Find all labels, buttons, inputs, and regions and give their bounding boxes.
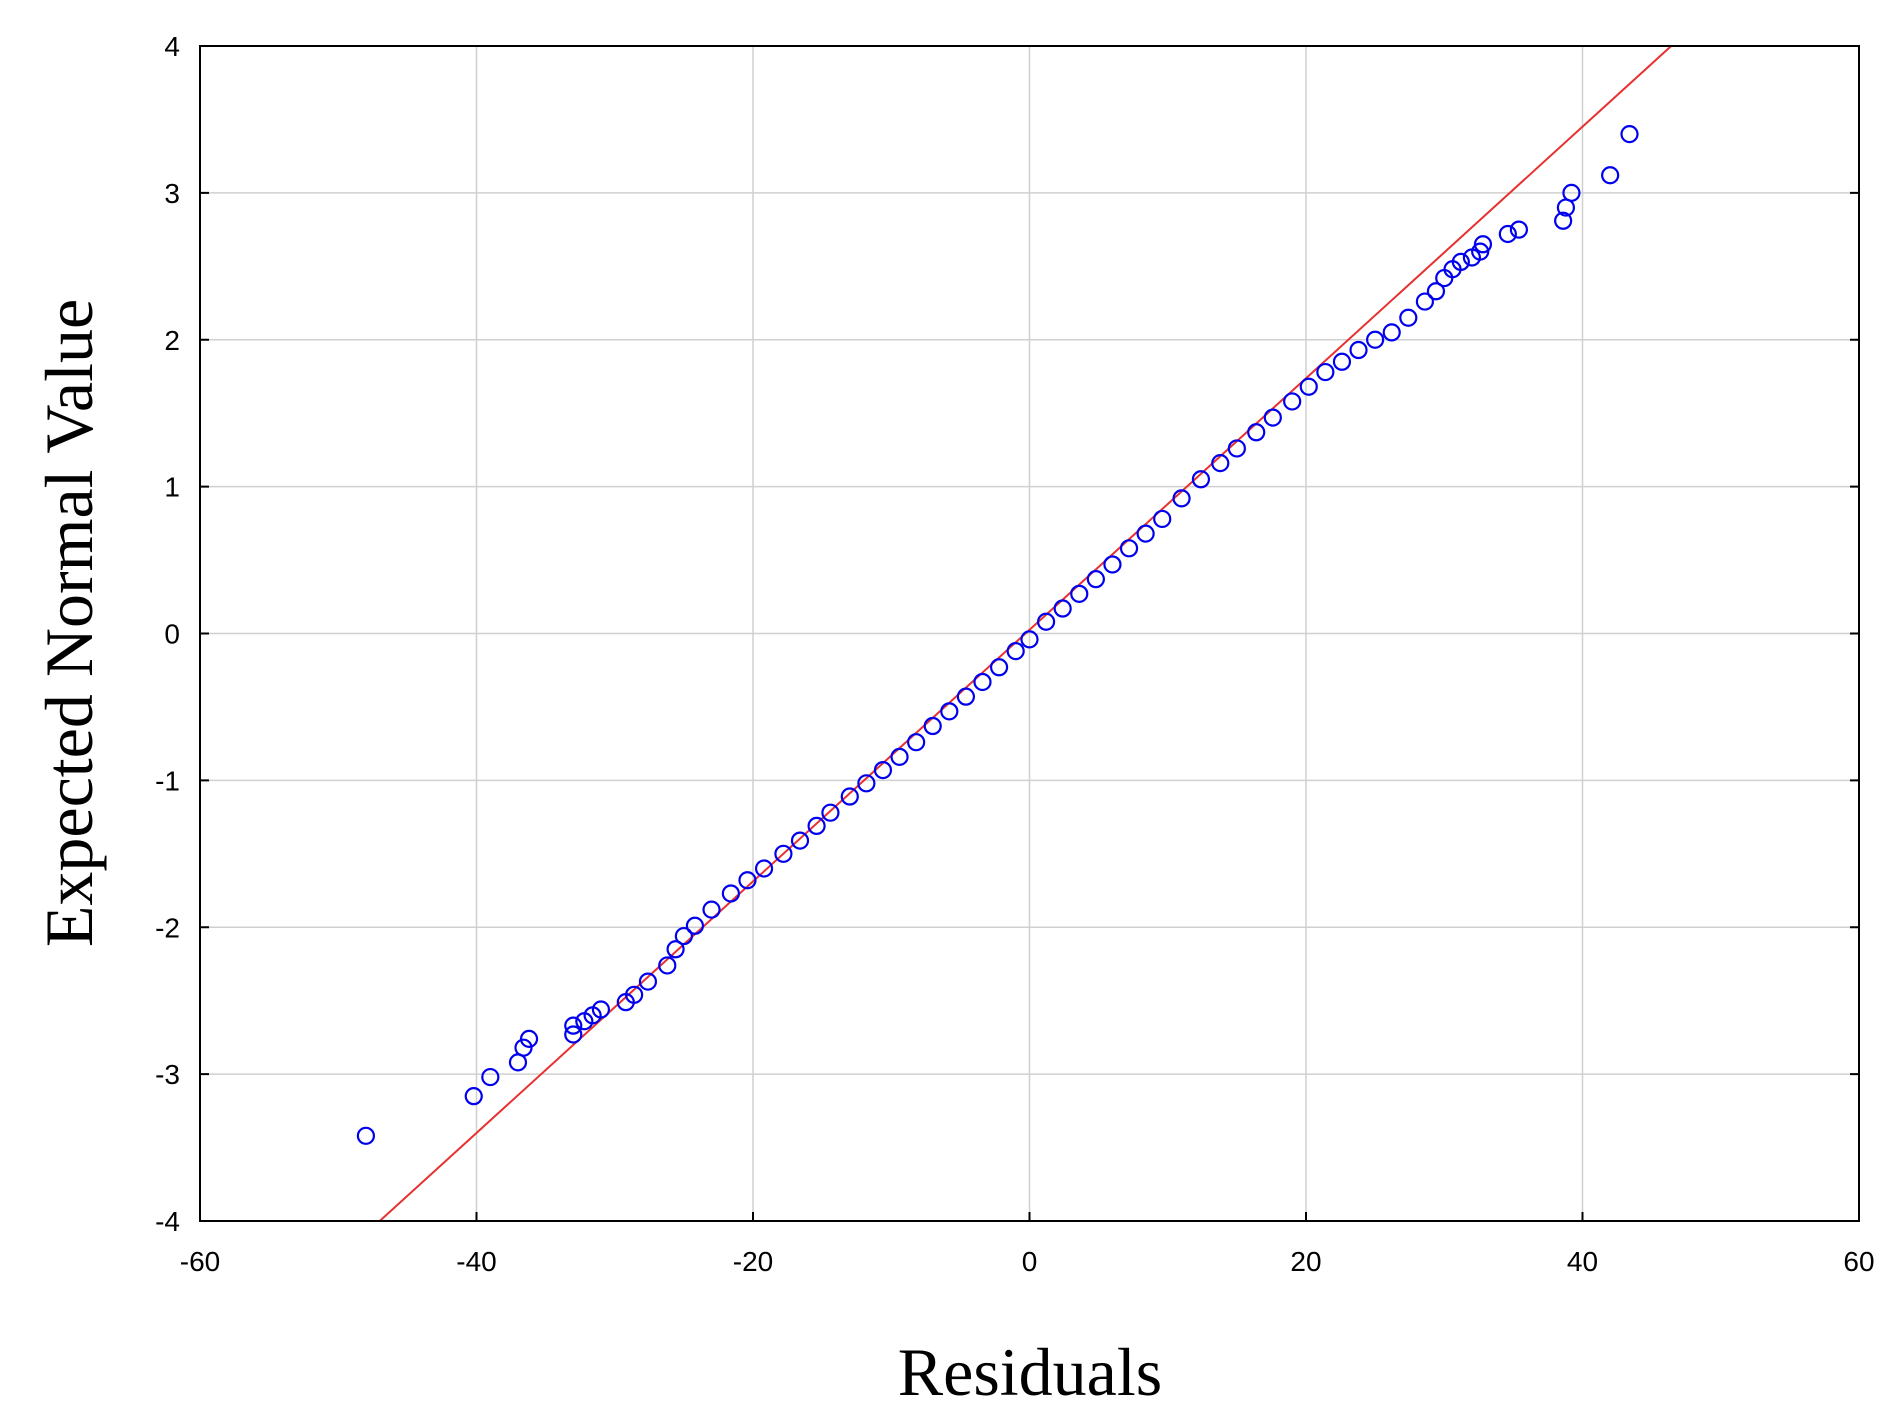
- data-point: [591, 1000, 611, 1019]
- data-point: [514, 1038, 533, 1057]
- data-point: [1103, 555, 1122, 574]
- x-tick-label: -20: [733, 1246, 773, 1277]
- data-point: [1153, 509, 1172, 529]
- reference-line-group: [379, 46, 1673, 1221]
- data-point: [1601, 166, 1620, 185]
- data-point: [1554, 211, 1573, 230]
- y-tick-label: 4: [164, 31, 180, 62]
- data-point: [923, 716, 942, 736]
- data-point: [674, 926, 693, 946]
- data-point: [1473, 235, 1493, 254]
- data-point: [1451, 252, 1470, 272]
- data-point: [940, 702, 959, 721]
- data-point: [658, 956, 677, 975]
- data-point: [1620, 125, 1639, 144]
- data-point: [1415, 292, 1434, 311]
- data-point: [807, 816, 826, 836]
- x-tick-label: 20: [1290, 1246, 1321, 1277]
- data-point: [1263, 408, 1282, 427]
- y-tick-label: 3: [164, 178, 180, 209]
- data-point: [956, 687, 976, 706]
- data-point: [1299, 377, 1318, 396]
- data-point: [666, 940, 685, 959]
- data-point: [1332, 352, 1352, 371]
- data-point: [1086, 570, 1105, 589]
- x-tick-label: -60: [180, 1246, 220, 1277]
- data-point: [1366, 330, 1385, 349]
- data-point: [790, 831, 810, 850]
- data-point: [840, 787, 859, 806]
- data-point: [738, 871, 757, 890]
- data-point: [1070, 584, 1089, 603]
- data-point: [1006, 642, 1025, 661]
- y-tick-label: 0: [164, 619, 180, 650]
- data-point: [1136, 524, 1155, 543]
- data-point: [989, 658, 1009, 677]
- data-point: [1227, 439, 1246, 458]
- data-point: [1211, 454, 1230, 473]
- data-point: [564, 1025, 583, 1044]
- data-point: [1498, 224, 1517, 244]
- data-point: [1036, 612, 1056, 631]
- data-point: [564, 1016, 583, 1035]
- data-point: [1053, 599, 1072, 618]
- data-points: [356, 125, 1639, 1145]
- data-point: [1399, 308, 1418, 327]
- data-point: [481, 1067, 500, 1087]
- data-point: [464, 1087, 483, 1106]
- data-point: [1316, 362, 1335, 382]
- data-point: [1562, 183, 1581, 202]
- data-point: [1382, 323, 1401, 342]
- y-tick-label: 2: [164, 325, 180, 356]
- data-point: [857, 774, 876, 793]
- y-tick-label: -2: [155, 912, 180, 943]
- data-point: [821, 803, 840, 822]
- data-point: [721, 884, 740, 903]
- y-axis-title: Expected Normal Value: [31, 299, 107, 947]
- data-point: [1020, 630, 1039, 649]
- x-tick-label: 40: [1567, 1246, 1598, 1277]
- data-point: [1283, 392, 1302, 411]
- data-point: [873, 760, 893, 780]
- data-point: [1191, 470, 1211, 489]
- data-point: [519, 1029, 539, 1048]
- data-point: [1119, 539, 1139, 558]
- y-tick-label: -1: [155, 765, 180, 796]
- data-point: [625, 985, 644, 1004]
- data-point: [356, 1126, 375, 1145]
- data-point: [1172, 489, 1191, 508]
- data-point: [1509, 220, 1529, 239]
- data-point: [774, 844, 793, 863]
- data-point: [1349, 340, 1368, 360]
- data-point: [890, 747, 909, 766]
- data-point: [638, 972, 658, 991]
- data-point: [1247, 423, 1266, 442]
- data-point: [973, 672, 992, 692]
- y-axis-ticks: -4 -3 -2 -1 0 1 2 3 4: [155, 31, 1859, 1237]
- data-point: [754, 859, 774, 878]
- y-tick-label: 1: [164, 472, 180, 503]
- x-axis-ticks: -60 -40 -20 0 20 40 60: [180, 1212, 1875, 1277]
- y-tick-label: -4: [155, 1206, 180, 1237]
- x-axis-title: Residuals: [898, 1334, 1162, 1410]
- y-tick-label: -3: [155, 1059, 180, 1090]
- reference-line: [379, 46, 1673, 1221]
- data-point: [1426, 282, 1446, 301]
- data-point: [702, 900, 721, 919]
- x-tick-label: -40: [456, 1246, 496, 1277]
- data-point: [907, 733, 926, 752]
- grid-lines: [200, 46, 1859, 1221]
- x-tick-label: 60: [1843, 1246, 1874, 1277]
- data-point: [685, 916, 705, 935]
- x-tick-label: 0: [1022, 1246, 1038, 1277]
